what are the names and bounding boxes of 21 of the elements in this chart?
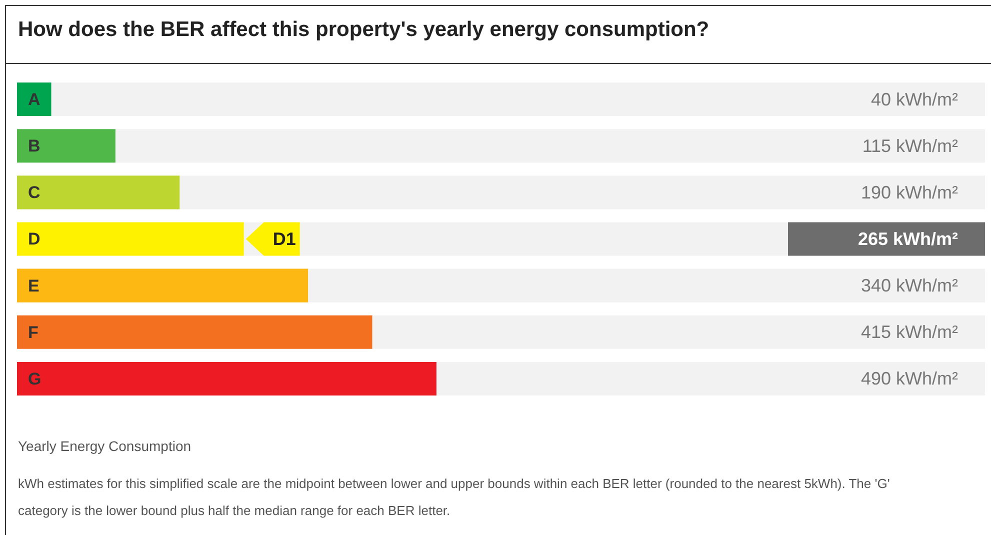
y-tick-label: F [28,322,38,342]
chart-title: How does the BER affect this property's yearly energy consumption? [18,18,710,42]
data-label: 340 kWh/m² [860,276,958,296]
data-label: 40 kWh/m² [870,89,958,110]
text: Yearly Energy Consumption [18,438,192,454]
y-tick-label: B [28,136,40,156]
data-label: 490 kWh/m² [860,368,958,389]
annotation: D1 [272,228,296,249]
y-tick-label: A [28,90,40,109]
bar [17,129,116,163]
data-label: 115 kWh/m² [862,136,958,156]
y-tick-label: D [28,230,40,249]
data-label: 190 kWh/m² [860,182,958,202]
y-tick-label: E [28,276,40,296]
bar [17,176,180,210]
bar [17,82,52,116]
text: kWh estimates for this simplified scale are the midpoint between lower and upper bounds within each BER letter (rounded to the nearest 5kWh). The 'G' category is the lower bound plus half the median range for each BER letter. [18,475,891,520]
data-label: 415 kWh/m² [860,322,958,342]
y-tick-label: C [28,183,40,202]
y-tick-label: G [28,369,42,388]
data-label: 265 kWh/m² [858,228,958,249]
